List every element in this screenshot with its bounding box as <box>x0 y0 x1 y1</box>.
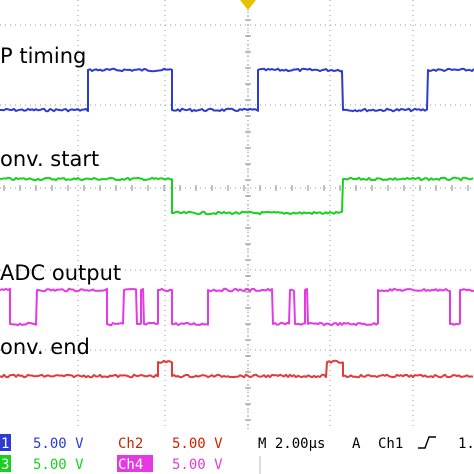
ch2-label[interactable]: Ch2 <box>118 436 143 452</box>
trace-label-adc-output: ADC output <box>0 261 121 285</box>
ch3-trace <box>0 287 474 327</box>
trace-label-p-timing: P timing <box>0 44 86 68</box>
trace-label-conv-end: onv. end <box>0 335 90 359</box>
ch2-trace <box>0 176 474 216</box>
ch4-scale: 5.00 V <box>172 457 223 473</box>
trigger-mode[interactable]: A <box>352 436 361 452</box>
ch4-badge[interactable] <box>117 455 153 472</box>
ch1-badge[interactable] <box>0 434 11 451</box>
ch3-scale: 5.00 V <box>33 457 84 473</box>
rising-edge-icon <box>418 436 436 449</box>
trigger-source[interactable]: Ch1 <box>378 436 403 452</box>
ch1-label: 1 <box>1 436 9 452</box>
ch4-trace <box>0 359 474 379</box>
trigger-level[interactable]: 1.2 <box>458 436 474 452</box>
ch3-badge[interactable] <box>0 455 11 472</box>
status-bar: 1 5.00 V Ch2 5.00 V M 2.00µs A Ch1 1.2 3… <box>0 432 474 474</box>
graticule-grid <box>0 0 474 430</box>
ch4-label: Ch4 <box>118 457 143 473</box>
trigger-position-icon[interactable] <box>240 0 256 10</box>
ch3-label: 3 <box>1 457 9 473</box>
timebase[interactable]: M 2.00µs <box>258 436 325 452</box>
ch2-scale: 5.00 V <box>172 436 223 452</box>
waveforms <box>0 67 474 379</box>
trace-label-conv-start: onv. start <box>0 147 99 171</box>
ch1-trace <box>0 67 474 113</box>
ch1-scale: 5.00 V <box>33 436 84 452</box>
